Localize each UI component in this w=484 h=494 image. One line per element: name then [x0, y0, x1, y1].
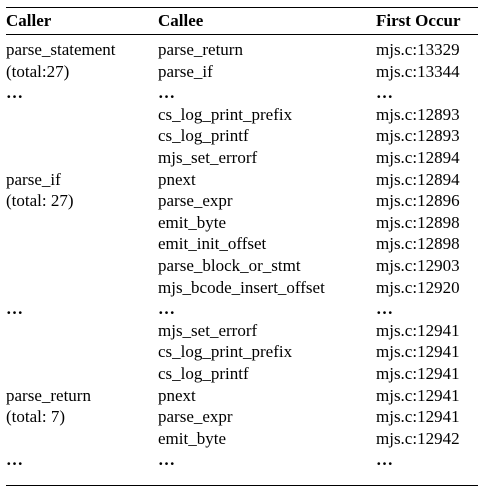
- first-occur-cell: mjs.c:12941: [376, 385, 460, 405]
- caller-total: (total: 27): [6, 191, 74, 211]
- callee-cell: parse_block_or_stmt: [158, 256, 301, 275]
- table-row: parse_expr mjs.c:12896: [6, 190, 478, 212]
- table-row: pnext mjs.c:12894: [6, 169, 478, 191]
- table-row: … … …: [6, 82, 478, 104]
- first-occur-cell: mjs.c:12893: [376, 126, 460, 146]
- first-occur-cell: mjs.c:12898: [376, 234, 460, 254]
- table-row: cs_log_print_prefix mjs.c:12941: [6, 341, 478, 363]
- call-table: Caller Callee First Occur parse_statemen…: [6, 7, 478, 486]
- callee-cell: pnext: [158, 169, 196, 189]
- table-row: cs_log_print_prefix mjs.c:12893: [6, 104, 478, 126]
- first-occur-cell: mjs.c:12898: [376, 212, 460, 232]
- first-occur-cell: mjs.c:12920: [376, 277, 460, 297]
- table-row: … … …: [6, 298, 478, 320]
- table-row: parse_return mjs.c:13329: [6, 39, 478, 61]
- callee-cell: …: [158, 83, 177, 103]
- callee-cell: cs_log_print_prefix: [158, 104, 293, 124]
- first-occur-cell: mjs.c:13329: [376, 40, 460, 59]
- callee-cell: emit_byte: [158, 428, 226, 448]
- first-occur-cell: mjs.c:12941: [376, 407, 460, 427]
- bottom-rule: [6, 485, 478, 486]
- table-row: emit_byte mjs.c:12898: [6, 212, 478, 234]
- callee-cell: …: [158, 450, 177, 470]
- callee-cell: pnext: [158, 385, 196, 405]
- caller-name: parse_if: [6, 169, 61, 189]
- ellipsis-caller: …: [6, 450, 25, 470]
- callee-cell: mjs_set_errorf: [158, 320, 258, 340]
- caller-cell: parse_return (total: 7): [6, 385, 91, 428]
- callee-cell: emit_init_offset: [158, 234, 267, 254]
- first-occur-cell: mjs.c:12894: [376, 169, 460, 189]
- callee-cell: parse_expr: [158, 191, 233, 211]
- callee-cell: …: [158, 299, 177, 319]
- table-row: pnext mjs.c:12941: [6, 385, 478, 407]
- table-body: parse_statement (total:27) parse_return mjs…: [6, 35, 478, 485]
- table-row: mjs_set_errorf mjs.c:12894: [6, 147, 478, 169]
- caller-cell: parse_if (total: 27): [6, 169, 74, 212]
- first-occur-cell: mjs.c:12896: [376, 191, 460, 211]
- first-occur-cell: mjs.c:12941: [376, 364, 460, 383]
- callee-cell: emit_byte: [158, 212, 226, 232]
- callee-cell: mjs_bcode_insert_offset: [158, 277, 325, 297]
- caller-name: parse_return: [6, 385, 91, 405]
- callee-cell: cs_log_printf: [158, 364, 249, 383]
- callee-cell: parse_return: [158, 40, 243, 59]
- table-row: … … …: [6, 449, 478, 471]
- top-rule: [6, 7, 478, 8]
- header-callee: Callee: [158, 11, 204, 30]
- table-row: mjs_bcode_insert_offset mjs.c:12920: [6, 277, 478, 299]
- table-row: emit_byte mjs.c:12942: [6, 428, 478, 450]
- callee-cell: cs_log_print_prefix: [158, 342, 293, 362]
- callee-cell: mjs_set_errorf: [158, 148, 258, 167]
- callee-cell: cs_log_printf: [158, 126, 249, 146]
- ellipsis-caller: …: [6, 83, 25, 103]
- first-occur-cell: mjs.c:12941: [376, 320, 460, 340]
- header-rule: [6, 34, 478, 35]
- first-occur-cell: mjs.c:12894: [376, 148, 460, 167]
- first-occur-cell: …: [376, 299, 395, 319]
- ellipsis-caller: …: [6, 299, 25, 319]
- first-occur-cell: …: [376, 83, 395, 103]
- caller-total: (total:27): [6, 61, 70, 81]
- caller-name: parse_statement: [6, 40, 116, 59]
- callee-cell: parse_expr: [158, 407, 233, 427]
- caller-total: (total: 7): [6, 407, 66, 427]
- first-occur-cell: mjs.c:12903: [376, 256, 460, 275]
- table-header: Caller Callee First Occur: [6, 8, 478, 34]
- table-row: parse_block_or_stmt mjs.c:12903: [6, 255, 478, 277]
- table-row: emit_init_offset mjs.c:12898: [6, 233, 478, 255]
- first-occur-cell: mjs.c:12942: [376, 428, 460, 448]
- first-occur-cell: …: [376, 450, 395, 470]
- callee-cell: parse_if: [158, 61, 213, 81]
- table-row: parse_expr mjs.c:12941: [6, 406, 478, 428]
- first-occur-cell: mjs.c:12941: [376, 342, 460, 362]
- header-caller: Caller: [6, 11, 52, 30]
- table-row: cs_log_printf mjs.c:12941: [6, 363, 478, 385]
- table-row: parse_if mjs.c:13344: [6, 61, 478, 83]
- table-row: cs_log_printf mjs.c:12893: [6, 125, 478, 147]
- caller-cell: parse_statement (total:27): [6, 39, 116, 82]
- header-first-occur: First Occur: [376, 11, 461, 30]
- table-row: mjs_set_errorf mjs.c:12941: [6, 320, 478, 342]
- first-occur-cell: mjs.c:13344: [376, 61, 460, 81]
- first-occur-cell: mjs.c:12893: [376, 104, 460, 124]
